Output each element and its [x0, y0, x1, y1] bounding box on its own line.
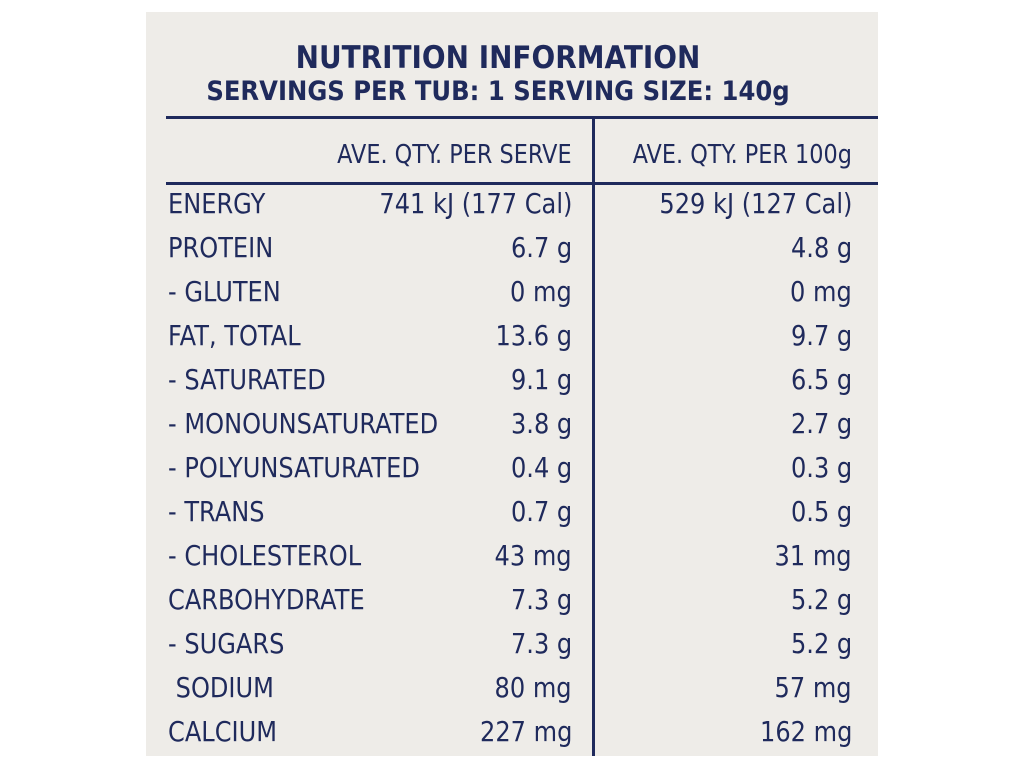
- header-bottom-rule: [166, 182, 878, 185]
- nutrient-name: SODIUM: [168, 671, 274, 704]
- value-per-serve: 227 mg: [479, 715, 572, 748]
- table-row: - SATURATED 9.1 g 6.5 g: [146, 362, 878, 406]
- nutrient-name: - TRANS: [168, 495, 265, 528]
- nutrient-name: - SUGARS: [168, 627, 285, 660]
- table-row: CALCIUM 227 mg 162 mg: [146, 714, 878, 756]
- value-per-100g: 57 mg: [774, 671, 852, 704]
- value-per-serve: 0 mg: [510, 275, 572, 308]
- value-per-serve: 7.3 g: [510, 583, 572, 616]
- column-header-per-100g: AVE. QTY. PER 100g: [632, 140, 852, 170]
- nutrient-name: CARBOHYDRATE: [168, 583, 365, 616]
- value-per-serve: 0.4 g: [510, 451, 572, 484]
- label-subtitle: SERVINGS PER TUB: 1 SERVING SIZE: 140g: [206, 76, 790, 107]
- value-per-100g: 4.8 g: [790, 231, 852, 264]
- nutrition-panel: NUTRITION INFORMATION SERVINGS PER TUB: …: [146, 12, 878, 756]
- value-per-serve: 0.7 g: [510, 495, 572, 528]
- value-per-100g: 0.3 g: [790, 451, 852, 484]
- column-header-per-serve: AVE. QTY. PER SERVE: [337, 140, 572, 170]
- table-row: - TRANS 0.7 g 0.5 g: [146, 494, 878, 538]
- table-row: - SUGARS 7.3 g 5.2 g: [146, 626, 878, 670]
- table-row: FAT, TOTAL 13.6 g 9.7 g: [146, 318, 878, 362]
- value-per-serve: 741 kJ (177 Cal): [379, 187, 572, 220]
- column-divider: [592, 116, 595, 756]
- value-per-100g: 5.2 g: [790, 583, 852, 616]
- table-row: ENERGY 741 kJ (177 Cal) 529 kJ (127 Cal): [146, 186, 878, 230]
- header-top-rule: [166, 116, 878, 119]
- value-per-serve: 7.3 g: [510, 627, 572, 660]
- table-row: - CHOLESTEROL 43 mg 31 mg: [146, 538, 878, 582]
- value-per-100g: 529 kJ (127 Cal): [659, 187, 852, 220]
- nutrient-name: FAT, TOTAL: [168, 319, 301, 352]
- nutrient-name: CALCIUM: [168, 715, 278, 748]
- nutrient-name: PROTEIN: [168, 231, 274, 264]
- value-per-100g: 0.5 g: [790, 495, 852, 528]
- value-per-serve: 43 mg: [494, 539, 572, 572]
- label-title: NUTRITION INFORMATION: [295, 40, 701, 76]
- nutrient-name: ENERGY: [168, 187, 266, 220]
- value-per-100g: 9.7 g: [790, 319, 852, 352]
- table-row: - POLYUNSATURATED 0.4 g 0.3 g: [146, 450, 878, 494]
- value-per-serve: 13.6 g: [495, 319, 572, 352]
- table-row: - MONOUNSATURATED 3.8 g 2.7 g: [146, 406, 878, 450]
- value-per-serve: 80 mg: [494, 671, 572, 704]
- table-row: SODIUM 80 mg 57 mg: [146, 670, 878, 714]
- value-per-100g: 2.7 g: [790, 407, 852, 440]
- value-per-serve: 6.7 g: [510, 231, 572, 264]
- nutrient-name: - POLYUNSATURATED: [168, 451, 420, 484]
- value-per-100g: 162 mg: [759, 715, 852, 748]
- value-per-serve: 9.1 g: [510, 363, 572, 396]
- table-row: - GLUTEN 0 mg 0 mg: [146, 274, 878, 318]
- value-per-serve: 3.8 g: [510, 407, 572, 440]
- value-per-100g: 31 mg: [774, 539, 852, 572]
- nutrient-name: - GLUTEN: [168, 275, 281, 308]
- value-per-100g: 5.2 g: [790, 627, 852, 660]
- table-row: CARBOHYDRATE 7.3 g 5.2 g: [146, 582, 878, 626]
- nutrient-name: - SATURATED: [168, 363, 326, 396]
- table-row: PROTEIN 6.7 g 4.8 g: [146, 230, 878, 274]
- nutrient-name: - MONOUNSATURATED: [168, 407, 439, 440]
- nutrient-name: - CHOLESTEROL: [168, 539, 362, 572]
- value-per-100g: 6.5 g: [790, 363, 852, 396]
- value-per-100g: 0 mg: [790, 275, 852, 308]
